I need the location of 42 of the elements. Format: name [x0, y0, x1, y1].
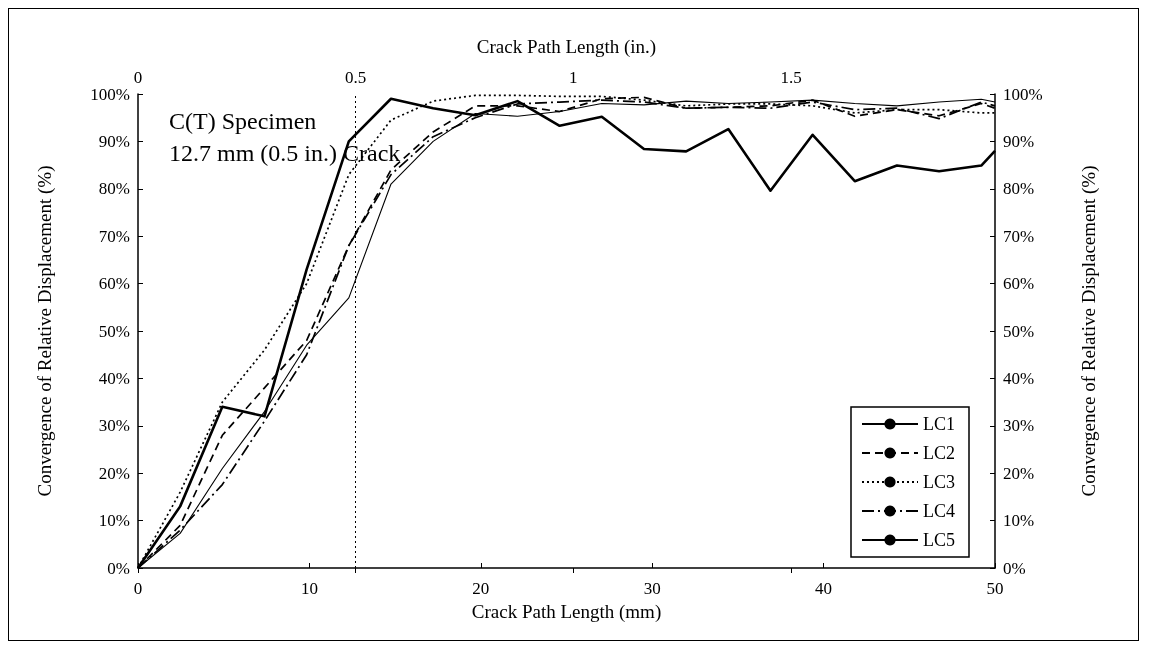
y-tick-label: 20% — [98, 463, 130, 483]
x2-tick-label: 0 — [133, 68, 143, 87]
x2-axis-title: Crack Path Length (in.) — [476, 36, 657, 58]
legend-label: LC1 — [923, 414, 956, 434]
y-tick-label: 90% — [98, 131, 130, 151]
y-tick-label: 80% — [98, 179, 130, 199]
y-tick-label: 70% — [98, 226, 130, 246]
x-tick-label: 20 — [472, 579, 490, 598]
legend-label: LC3 — [923, 472, 956, 492]
y2-tick-label: 40% — [1003, 368, 1035, 388]
y-tick-label: 40% — [98, 368, 130, 388]
y-tick-label: 0% — [107, 558, 130, 578]
y-tick-label: 10% — [98, 511, 130, 531]
y2-axis-title: Convergence of Relative Displacement (%) — [1078, 165, 1100, 497]
x-tick-label: 0 — [133, 579, 143, 598]
y-tick-label: 60% — [98, 274, 130, 294]
x-tick-label: 40 — [815, 579, 833, 598]
x2-tick-label: 1 — [569, 68, 578, 87]
y2-tick-label: 70% — [1003, 226, 1035, 246]
y2-tick-label: 50% — [1003, 321, 1035, 341]
y-tick-label: 30% — [98, 416, 130, 436]
x2-tick-label: 1.5 — [780, 68, 802, 87]
x-tick-label: 30 — [643, 579, 661, 598]
y-tick-label: 50% — [98, 321, 130, 341]
y2-tick-label: 10% — [1003, 511, 1035, 531]
y-tick-label: 100% — [90, 84, 130, 104]
y2-tick-label: 60% — [1003, 274, 1035, 294]
annotation: C(T) Specimen — [169, 108, 317, 134]
x-tick-label: 10 — [300, 579, 318, 598]
x2-tick-label: 0.5 — [345, 68, 367, 87]
y2-tick-label: 0% — [1003, 558, 1026, 578]
x-axis-title: Crack Path Length (mm) — [471, 600, 662, 623]
y-axis-title: Convergence of Relative Displacement (%) — [34, 165, 56, 497]
y2-tick-label: 20% — [1003, 463, 1035, 483]
x-tick-label: 50 — [986, 579, 1004, 598]
y2-tick-label: 80% — [1003, 179, 1035, 199]
y2-tick-label: 100% — [1003, 84, 1043, 104]
legend-label: LC4 — [923, 501, 956, 521]
legend-label: LC5 — [923, 530, 956, 550]
y2-tick-label: 30% — [1003, 416, 1035, 436]
legend-label: LC2 — [923, 443, 956, 463]
y2-tick-label: 90% — [1003, 131, 1035, 151]
